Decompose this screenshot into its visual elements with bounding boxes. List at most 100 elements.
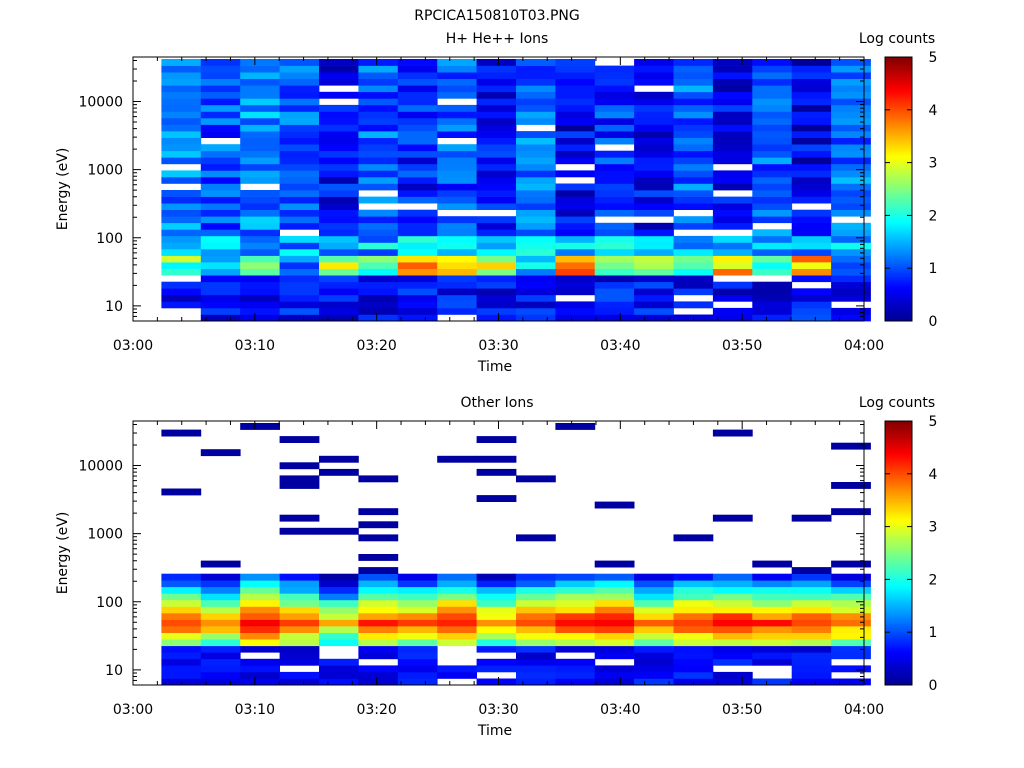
- spectrogram-cell: [161, 294, 202, 302]
- spectrogram-cell: [555, 249, 596, 256]
- colorbar-swatch: [885, 654, 912, 657]
- spectrogram-cell: [673, 275, 714, 283]
- colorbar-swatch: [885, 649, 912, 653]
- spectrogram-cell: [161, 262, 202, 269]
- spectrogram-cell: [634, 288, 674, 296]
- spectrogram-cell: [752, 301, 793, 309]
- spectrogram-cell: [476, 593, 517, 601]
- spectrogram-cell: [712, 59, 753, 66]
- spectrogram-cell: [200, 619, 241, 627]
- spectrogram-cell: [712, 639, 753, 647]
- spectrogram-cell: [594, 72, 635, 79]
- spectrogram-cell: [279, 242, 320, 250]
- spectrogram-cell: [831, 586, 871, 594]
- spectrogram-cell: [161, 91, 202, 99]
- spectrogram-cell: [594, 307, 635, 315]
- spectrogram-cell: [358, 275, 399, 283]
- spectrogram-cell: [437, 170, 477, 178]
- spectrogram-cell: [791, 98, 832, 106]
- spectrogram-cell: [437, 163, 477, 171]
- spectrogram-cell: [673, 534, 714, 542]
- colorbar-tick-label: 0: [929, 678, 938, 694]
- spectrogram-cell: [319, 249, 359, 256]
- colorbar-swatch: [885, 570, 912, 574]
- spectrogram-cell: [437, 573, 477, 581]
- spectrogram-cell: [200, 449, 241, 457]
- colorbar-swatch: [885, 76, 912, 80]
- spectrogram-cell: [752, 104, 793, 112]
- colorbar-swatch: [885, 233, 912, 236]
- colorbar-swatch: [885, 222, 912, 225]
- colorbar-swatch: [885, 548, 912, 552]
- spectrogram-cell: [594, 118, 635, 125]
- spectrogram-cell: [831, 632, 871, 640]
- spectrogram-cell: [476, 639, 517, 647]
- spectrogram-cell: [437, 190, 477, 197]
- spectrogram-cell: [437, 671, 477, 679]
- colorbar-swatch: [885, 314, 912, 318]
- colorbar-swatch: [885, 434, 912, 437]
- colorbar-swatch: [885, 305, 912, 309]
- colorbar-swatch: [885, 316, 912, 320]
- spectrogram-cell: [555, 124, 596, 132]
- spectrogram-cell: [673, 163, 714, 171]
- spectrogram-cell: [358, 475, 399, 483]
- colorbar-swatch: [885, 674, 912, 677]
- spectrogram-cell: [397, 124, 438, 132]
- spectrogram-cell: [279, 626, 320, 633]
- spectrogram-cell: [161, 626, 202, 633]
- spectrogram-cell: [397, 65, 438, 73]
- spectrogram-cell: [712, 249, 753, 256]
- spectrogram-cell: [279, 436, 320, 443]
- spectrogram-cell: [791, 652, 832, 660]
- colorbar-swatch: [885, 436, 912, 440]
- spectrogram-cell: [634, 150, 674, 158]
- spectrogram-cell: [673, 150, 714, 158]
- spectrogram-cell: [555, 262, 596, 269]
- spectrogram-cell: [358, 626, 399, 633]
- colorbar-swatch: [885, 184, 912, 188]
- spectrogram-cell: [358, 196, 399, 204]
- spectrogram-cell: [476, 626, 517, 633]
- spectrogram-cell: [319, 222, 359, 230]
- colorbar-swatch: [885, 296, 912, 300]
- colorbar-swatch: [885, 263, 912, 267]
- spectrogram-cell: [594, 91, 635, 99]
- spectrogram-cell: [516, 671, 556, 679]
- spectrogram-cell: [516, 573, 556, 581]
- spectrogram-cell: [200, 580, 241, 588]
- spectrogram-cell: [358, 534, 399, 542]
- colorbar-swatch: [885, 195, 912, 199]
- spectrogram-cell: [594, 157, 635, 165]
- spectrogram-cell: [791, 222, 832, 230]
- colorbar-swatch: [885, 145, 912, 148]
- spectrogram-cell: [437, 626, 477, 633]
- spectrogram-cell: [634, 658, 674, 666]
- spectrogram-cell: [555, 632, 596, 640]
- spectrogram-cell: [516, 78, 556, 86]
- spectrogram-cell: [831, 262, 871, 269]
- spectrogram-cell: [240, 176, 280, 184]
- spectrogram-cell: [476, 137, 517, 145]
- spectrogram-cell: [397, 78, 438, 86]
- spectrogram-cell: [200, 652, 241, 660]
- spectrogram-cell: [555, 203, 596, 210]
- spectrogram-cell: [319, 619, 359, 627]
- spectrogram-cell: [594, 111, 635, 119]
- spectrogram-cell: [161, 85, 202, 93]
- spectrogram-cell: [555, 314, 596, 322]
- colorbar-swatch: [885, 636, 912, 640]
- colorbar-frame: [884, 420, 913, 686]
- spectrogram-cell: [476, 176, 517, 184]
- spectrogram-cell: [712, 183, 753, 191]
- spectrogram-cell: [634, 262, 674, 269]
- colorbar-swatch: [885, 57, 912, 60]
- spectrogram-cell: [161, 281, 202, 289]
- colorbar-swatch: [885, 583, 912, 587]
- spectrogram-cell: [279, 527, 320, 535]
- spectrogram-cell: [831, 613, 871, 620]
- spectrogram-cell: [594, 131, 635, 138]
- spectrogram-cell: [358, 508, 399, 516]
- spectrogram-cell: [279, 652, 320, 660]
- spectrogram-cell: [319, 176, 359, 184]
